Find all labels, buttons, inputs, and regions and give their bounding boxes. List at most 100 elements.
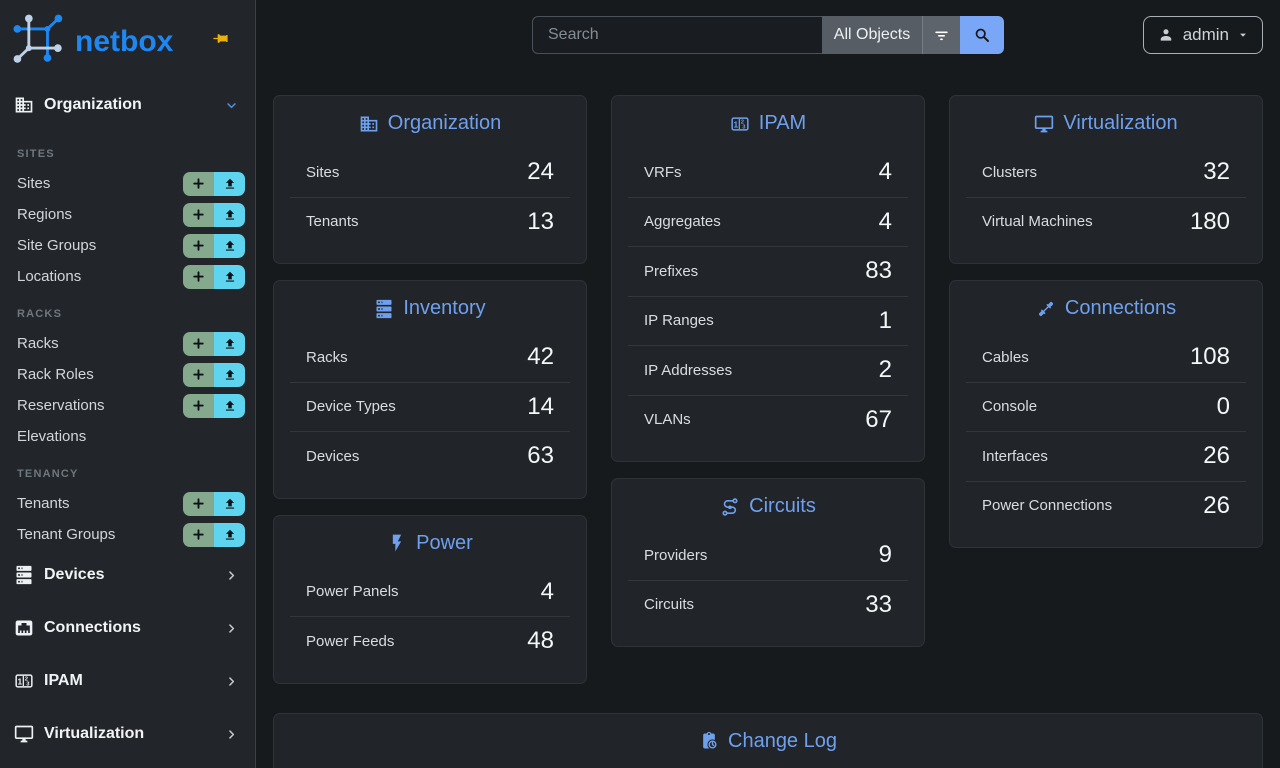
chevron-right-icon xyxy=(224,568,239,583)
add-button[interactable] xyxy=(183,331,214,356)
card-header-inventory[interactable]: Inventory xyxy=(274,281,586,333)
search-button[interactable] xyxy=(960,16,1004,54)
card-header-changelog[interactable]: Change Log xyxy=(274,714,1262,766)
clipboard-clock-icon xyxy=(699,731,719,751)
import-button[interactable] xyxy=(214,171,245,196)
sidebar-group-organization[interactable]: Organization xyxy=(0,90,255,120)
add-button[interactable] xyxy=(183,171,214,196)
search-input[interactable] xyxy=(532,16,822,54)
stat-row[interactable]: Interfaces 26 xyxy=(982,442,1230,470)
card-inventory: Inventory Racks 42 Device Types 14 Devices… xyxy=(273,280,587,499)
sidebar-group-ipam[interactable]: 1 2 3 IPAM xyxy=(0,666,255,696)
import-button[interactable] xyxy=(214,491,245,516)
sidebar-item-sites[interactable]: Sites xyxy=(0,168,255,199)
import-button[interactable] xyxy=(214,522,245,547)
card-header-power[interactable]: Power xyxy=(274,516,586,568)
stat-row[interactable]: Providers 9 xyxy=(644,541,892,569)
card-header-circuits[interactable]: Circuits xyxy=(612,479,924,531)
sidebar-section-tenancy: TENANCY xyxy=(17,468,79,480)
sidebar-item-locations[interactable]: Locations xyxy=(0,261,255,292)
stat-row[interactable]: Racks 42 xyxy=(306,343,554,371)
import-button[interactable] xyxy=(214,331,245,356)
card-header-virtualization[interactable]: Virtualization xyxy=(950,96,1262,148)
sidebar-group-virtualization[interactable]: Virtualization xyxy=(0,719,255,749)
import-button[interactable] xyxy=(214,233,245,258)
sidebar-group-devices[interactable]: Devices xyxy=(0,560,255,590)
add-button[interactable] xyxy=(183,522,214,547)
sidebar-item-reservations[interactable]: Reservations xyxy=(0,390,255,421)
netbox-logo[interactable]: netbox xyxy=(13,14,173,63)
stat-row[interactable]: IP Ranges 1 xyxy=(644,306,892,334)
import-button[interactable] xyxy=(214,264,245,289)
sidebar-item-site-groups[interactable]: Site Groups xyxy=(0,230,255,261)
cable-icon xyxy=(1036,299,1056,319)
stat-row[interactable]: Circuits 33 xyxy=(644,590,892,618)
add-button[interactable] xyxy=(183,362,214,387)
quick-actions xyxy=(183,202,245,227)
column-1: Organization Sites 24 Tenants 13 Inventory… xyxy=(273,95,587,684)
object-type-button[interactable]: All Objects xyxy=(822,16,922,54)
add-button[interactable] xyxy=(183,264,214,289)
stat-row[interactable]: Virtual Machines 180 xyxy=(982,207,1230,235)
add-button[interactable] xyxy=(183,233,214,258)
stat-row[interactable]: Power Feeds 48 xyxy=(306,627,554,655)
stat-row[interactable]: Device Types 14 xyxy=(306,392,554,420)
column-2: 1 2 3 IPAM VRFs 4 Aggregates 4 Prefixes 83 IP … xyxy=(611,95,925,684)
stat-row[interactable]: Console 0 xyxy=(982,392,1230,420)
add-button[interactable] xyxy=(183,491,214,516)
netbox-logo-icon xyxy=(13,14,63,63)
quick-actions xyxy=(183,331,245,356)
card-header-connections[interactable]: Connections xyxy=(950,281,1262,333)
user-menu-button[interactable]: admin xyxy=(1142,16,1263,54)
server-icon xyxy=(14,565,34,585)
search-icon xyxy=(973,26,991,44)
import-button[interactable] xyxy=(214,393,245,418)
stat-row[interactable]: Clusters 32 xyxy=(982,158,1230,186)
stat-row[interactable]: Power Panels 4 xyxy=(306,577,554,605)
sidebar-item-racks[interactable]: Racks xyxy=(0,328,255,359)
row-separator xyxy=(966,196,1246,198)
sidebar-item-tenant-groups[interactable]: Tenant Groups xyxy=(0,519,255,550)
caret-down-icon xyxy=(1237,29,1249,41)
stat-row[interactable]: Aggregates 4 xyxy=(644,207,892,235)
stat-row[interactable]: Power Connections 26 xyxy=(982,491,1230,519)
stat-row[interactable]: Prefixes 83 xyxy=(644,257,892,285)
add-button[interactable] xyxy=(183,202,214,227)
card-header-ipam[interactable]: 1 2 3 IPAM xyxy=(612,96,924,148)
sidebar-item-regions[interactable]: Regions xyxy=(0,199,255,230)
sidebar-item-elevations[interactable]: Elevations xyxy=(17,428,87,445)
import-button[interactable] xyxy=(214,202,245,227)
quick-actions xyxy=(183,171,245,196)
sidebar: netbox Organization SITES Sites Regions … xyxy=(0,0,256,768)
card-columns: Organization Sites 24 Tenants 13 Inventory… xyxy=(273,95,1263,684)
card-header-organization[interactable]: Organization xyxy=(274,96,586,148)
stat-row[interactable]: Cables 108 xyxy=(982,343,1230,371)
sidebar-group-connections[interactable]: Connections xyxy=(0,613,255,643)
stat-row[interactable]: IP Addresses 2 xyxy=(644,356,892,384)
stat-row[interactable]: VRFs 4 xyxy=(644,158,892,186)
import-button[interactable] xyxy=(214,362,245,387)
pin-sidebar-button[interactable] xyxy=(212,30,229,47)
chevron-right-icon xyxy=(224,674,239,689)
stat-row[interactable]: Devices 63 xyxy=(306,442,554,470)
row-separator xyxy=(290,381,570,383)
stat-row[interactable]: VLANs 67 xyxy=(644,405,892,433)
building-icon xyxy=(14,95,34,115)
filter-button[interactable] xyxy=(922,16,960,54)
stat-row[interactable]: Tenants 13 xyxy=(306,207,554,235)
quick-actions xyxy=(183,264,245,289)
sidebar-item-rack-roles[interactable]: Rack Roles xyxy=(0,359,255,390)
card-organization: Organization Sites 24 Tenants 13 xyxy=(273,95,587,264)
row-separator xyxy=(290,431,570,432)
stat-row[interactable]: Sites 24 xyxy=(306,158,554,186)
add-button[interactable] xyxy=(183,393,214,418)
card-connections: Connections Cables 108 Console 0 Interface… xyxy=(949,280,1263,548)
svg-text:2: 2 xyxy=(25,677,29,683)
sidebar-item-tenants[interactable]: Tenants xyxy=(0,488,255,519)
card-circuits: Circuits Providers 9 Circuits 33 xyxy=(611,478,925,647)
quick-actions xyxy=(183,362,245,387)
svg-text:1: 1 xyxy=(733,119,738,129)
filter-variant-icon xyxy=(932,26,951,45)
